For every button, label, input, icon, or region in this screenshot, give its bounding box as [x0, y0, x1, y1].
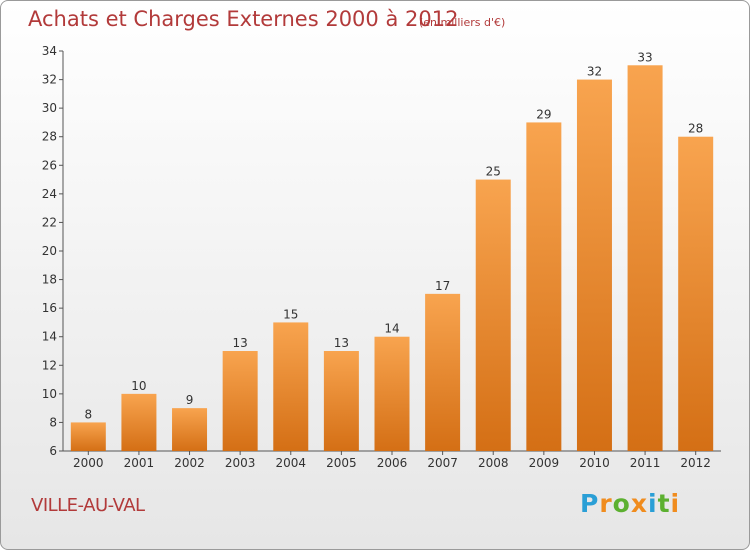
bar-2004 [273, 322, 309, 451]
bars [70, 65, 714, 452]
data-labels: 8 10 9 13 15 13 14 17 25 29 32 33 28 [84, 50, 703, 421]
y-tick-label: 30 [42, 101, 57, 115]
bar-2008 [475, 179, 511, 452]
bar-2006 [374, 336, 410, 451]
x-tick-label: 2001 [124, 456, 155, 470]
x-axis-ticks: 2000 2001 2002 2003 2004 2005 2006 2007 2008 2009… [73, 451, 711, 470]
x-tick-label: 2004 [275, 456, 306, 470]
bar-2007 [425, 293, 461, 451]
bar-2011 [627, 65, 663, 452]
x-tick-label: 2008 [478, 456, 509, 470]
y-tick-label: 14 [42, 330, 57, 344]
bar-2005 [323, 351, 359, 451]
data-label-2000: 8 [84, 407, 92, 421]
commune-name: VILLE-AU-VAL [31, 495, 145, 516]
y-axis-ticks: 6 8 10 12 14 16 18 20 22 24 26 28 30 32 34 [42, 44, 63, 458]
bar-2001 [121, 393, 157, 451]
x-tick-label: 2006 [377, 456, 408, 470]
x-tick-label: 2011 [630, 456, 661, 470]
y-tick-label: 6 [49, 444, 57, 458]
y-tick-label: 22 [42, 215, 57, 229]
bar-2003 [222, 351, 258, 451]
y-tick-label: 32 [42, 73, 57, 87]
data-label-2011: 33 [637, 50, 652, 64]
data-label-2012: 28 [688, 122, 703, 136]
data-label-2005: 13 [334, 336, 349, 350]
x-tick-label: 2002 [174, 456, 205, 470]
brand-logo: Proxiti [580, 489, 680, 518]
y-tick-label: 16 [42, 301, 57, 315]
data-label-2002: 9 [186, 393, 194, 407]
data-label-2008: 25 [486, 165, 501, 179]
y-tick-label: 24 [42, 187, 57, 201]
bar-2002 [172, 408, 208, 451]
y-tick-label: 12 [42, 358, 57, 372]
x-tick-label: 2005 [326, 456, 357, 470]
bar-2012 [678, 136, 714, 451]
chart-title: Achats et Charges Externes 2000 à 2012 [28, 7, 459, 31]
brand-logo-text: Proxiti [580, 489, 681, 518]
y-tick-label: 28 [42, 130, 57, 144]
x-tick-label: 2007 [427, 456, 458, 470]
y-tick-label: 26 [42, 158, 57, 172]
x-tick-label: 2012 [680, 456, 711, 470]
x-tick-label: 2009 [529, 456, 560, 470]
data-label-2007: 17 [435, 279, 450, 293]
y-tick-label: 34 [42, 44, 57, 58]
x-tick-label: 2010 [579, 456, 610, 470]
data-label-2003: 13 [233, 336, 248, 350]
bar-2009 [526, 122, 562, 451]
bar-2000 [70, 422, 106, 451]
y-tick-label: 10 [42, 387, 57, 401]
data-label-2006: 14 [384, 322, 399, 336]
data-label-2009: 29 [536, 107, 551, 121]
bar-2010 [576, 79, 612, 452]
x-tick-label: 2003 [225, 456, 256, 470]
y-tick-label: 18 [42, 273, 57, 287]
data-label-2004: 15 [283, 307, 298, 321]
y-tick-label: 8 [49, 415, 57, 429]
data-label-2010: 32 [587, 65, 602, 79]
data-label-2001: 10 [131, 379, 146, 393]
chart-subtitle: (en milliers d'€) [419, 16, 506, 29]
y-tick-label: 20 [42, 244, 57, 258]
x-tick-label: 2000 [73, 456, 104, 470]
